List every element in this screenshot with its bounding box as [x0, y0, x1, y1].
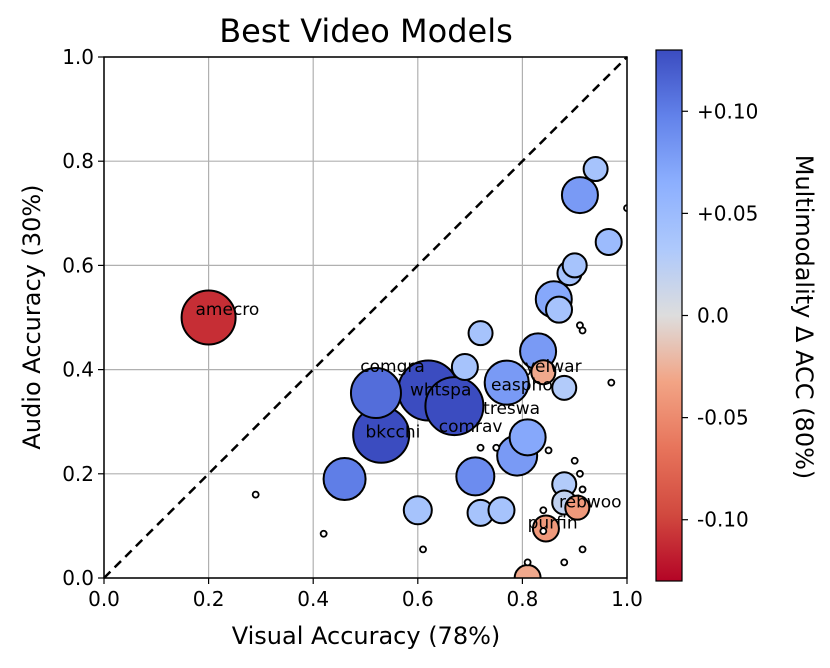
point-annotation: amecro [196, 300, 260, 320]
data-point [560, 558, 569, 567]
point-annotation: rebwoo [559, 493, 622, 513]
data-point [578, 326, 587, 335]
colorbar-tick-label: +0.05 [697, 201, 758, 225]
point-annotation: treswa [483, 399, 540, 419]
data-point [578, 485, 587, 494]
data-point [545, 295, 574, 324]
x-axis-ticks: 0.0 0.2 0.4 0.6 0.8 1.0 [88, 578, 643, 611]
data-point [539, 506, 548, 515]
data-point [322, 457, 367, 502]
data-point [455, 456, 496, 497]
y-axis-label: Audio Accuracy (30%) [18, 184, 46, 449]
colorbar-tick-label: -0.05 [697, 406, 749, 430]
y-tick-label: 0.6 [62, 253, 94, 277]
data-point [570, 456, 579, 465]
data-point [402, 495, 433, 526]
colorbar-label: Multimodality Δ ACC (80%) [790, 155, 818, 480]
colorbar-tick-label: -0.10 [697, 508, 749, 532]
point-annotation: yelwar [525, 357, 582, 377]
point-annotation: purfin [528, 514, 578, 534]
point-annotations: amecro comgra whtspa bkcchi comrav yelwareasp… [196, 300, 622, 534]
y-tick-label: 1.0 [62, 45, 94, 69]
data-point [594, 227, 623, 256]
y-tick-label: 0.8 [62, 149, 94, 173]
data-point [492, 443, 501, 452]
data-point [551, 374, 578, 401]
data-point [487, 496, 516, 525]
data-point [419, 545, 427, 554]
data-point [180, 289, 237, 346]
y-axis-ticks: 0.0 0.2 0.4 0.6 0.8 1.0 [62, 45, 104, 590]
data-point [523, 558, 532, 567]
data-point [476, 443, 485, 452]
colorbar-tick-label: 0.0 [697, 304, 729, 328]
x-tick-label: 0.6 [402, 587, 434, 611]
point-annotation: easpho [491, 375, 553, 395]
data-point [578, 545, 587, 554]
colorbar-tick-label: +0.10 [697, 99, 758, 123]
data-point [467, 320, 494, 347]
point-annotation: bkcchi [366, 422, 421, 442]
x-tick-label: 0.2 [193, 587, 225, 611]
data-point [561, 252, 588, 279]
y-tick-label: 0.4 [62, 358, 94, 382]
y-tick-label: 0.2 [62, 462, 94, 486]
x-tick-label: 0.4 [297, 587, 329, 611]
data-point [530, 359, 557, 386]
diagonal-reference-line [103, 56, 628, 579]
data-point [607, 378, 616, 387]
data-point [251, 490, 260, 499]
chart-title: Best Video Models [219, 12, 513, 50]
x-tick-label: 1.0 [611, 587, 643, 611]
x-axis-label: Visual Accuracy (78%) [232, 622, 501, 650]
data-point [319, 529, 328, 538]
point-annotation: comgra [360, 357, 425, 377]
y-tick-label: 0.0 [62, 566, 94, 590]
data-point [564, 494, 591, 521]
x-tick-label: 0.8 [506, 587, 538, 611]
data-point [539, 527, 548, 536]
data-point [349, 367, 402, 420]
data-point [508, 418, 547, 457]
data-point [576, 469, 584, 478]
data-point [483, 359, 530, 406]
data-point [582, 156, 609, 183]
data-point [560, 176, 599, 215]
x-tick-label: 0.0 [88, 587, 120, 611]
colorbar-ticks: +0.10 +0.05 0.0 -0.05 -0.10 [682, 99, 758, 532]
point-annotation: comrav [439, 417, 503, 437]
data-point [424, 376, 485, 437]
data-point [544, 446, 553, 455]
data-point [450, 352, 479, 381]
colorbar [655, 49, 683, 582]
data-points [180, 156, 627, 578]
point-annotation: whtspa [410, 381, 471, 401]
plot-frame [103, 56, 628, 579]
